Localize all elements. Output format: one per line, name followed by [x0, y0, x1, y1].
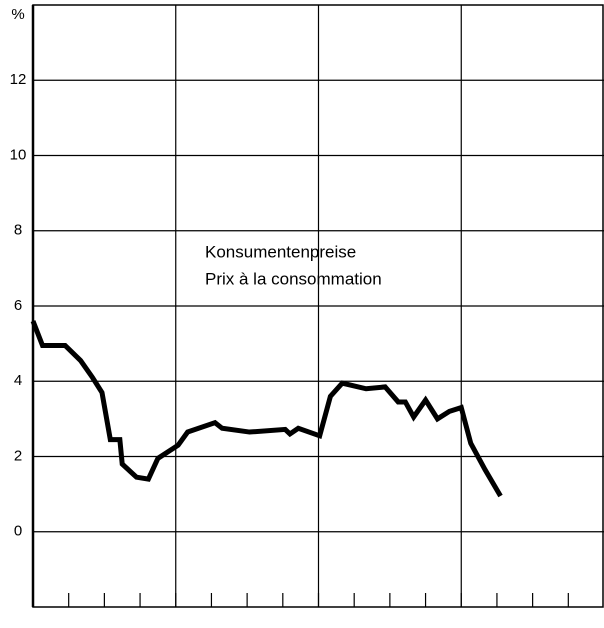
y-tick-label: 4	[14, 372, 22, 389]
annotation: Prix à la consommation	[205, 269, 382, 288]
y-tick-label: 2	[14, 447, 22, 464]
data-line	[30, 320, 503, 498]
y-tick-label: 8	[14, 222, 22, 239]
y-tick-label: 10	[10, 146, 27, 163]
y-tick-label: 12	[10, 71, 27, 88]
y-axis-label: %	[11, 6, 24, 23]
y-tick-label: 0	[14, 523, 22, 540]
y-tick-label: 6	[14, 297, 22, 314]
annotation: Konsumentenpreise	[205, 242, 356, 261]
